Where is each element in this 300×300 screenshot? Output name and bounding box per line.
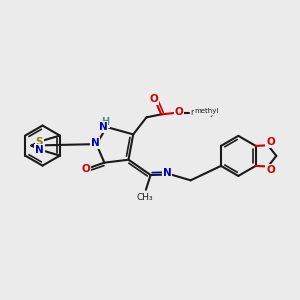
Text: N: N <box>35 145 44 154</box>
Text: N: N <box>91 138 99 148</box>
Text: O: O <box>82 164 91 173</box>
Text: S: S <box>36 136 43 147</box>
Text: O: O <box>175 107 183 117</box>
Text: H: H <box>101 117 110 127</box>
Text: O: O <box>266 165 275 175</box>
Text: O: O <box>150 94 158 104</box>
Text: methyl: methyl <box>190 108 217 117</box>
Text: N: N <box>163 168 172 178</box>
Text: methyl: methyl <box>195 108 219 114</box>
Text: O: O <box>266 137 275 147</box>
Text: N: N <box>98 122 107 132</box>
Text: CH₃: CH₃ <box>136 193 153 202</box>
